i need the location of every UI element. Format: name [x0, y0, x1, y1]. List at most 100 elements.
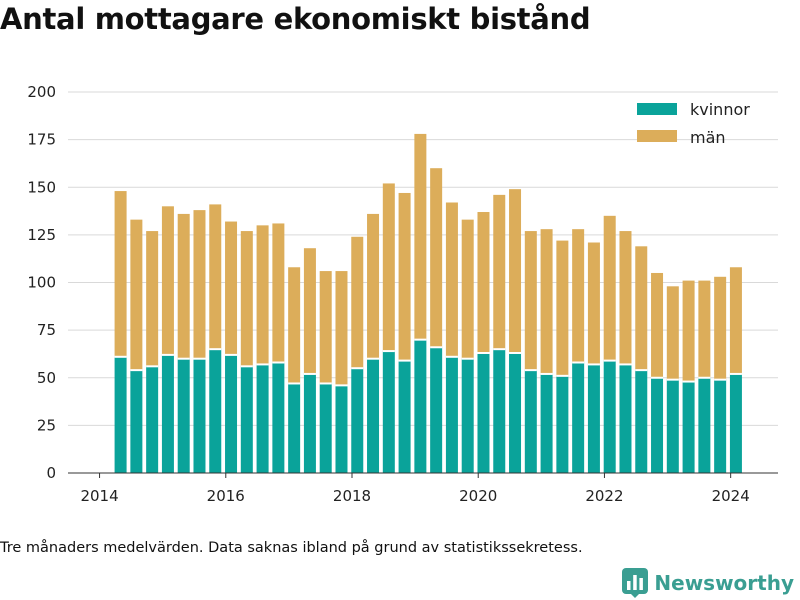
- bar-kvinnor: [114, 356, 127, 473]
- y-tick-label: 50: [37, 369, 56, 387]
- bar-man: [351, 236, 364, 369]
- footnote: Tre månaders medelvärden. Data saknas ib…: [0, 540, 583, 556]
- bar-kvinnor: [240, 366, 253, 473]
- y-tick-label: 100: [27, 274, 56, 292]
- bar-man: [714, 276, 727, 380]
- bar-man: [461, 219, 474, 359]
- brand-logo[interactable]: Newsworthy: [622, 568, 794, 598]
- bar-man: [225, 221, 238, 355]
- bar-man: [587, 242, 600, 365]
- bar-man: [303, 248, 316, 374]
- x-tick-label: 2016: [207, 487, 245, 505]
- bar-man: [509, 189, 522, 353]
- bar-kvinnor: [461, 358, 474, 473]
- bar-kvinnor: [130, 370, 143, 473]
- bar-man: [729, 267, 742, 374]
- bar-man: [430, 168, 443, 348]
- bar-kvinnor: [382, 351, 395, 473]
- bar-man: [603, 215, 616, 361]
- bar-man: [572, 229, 585, 363]
- bar-kvinnor: [367, 358, 380, 473]
- bar-kvinnor: [714, 379, 727, 473]
- bar-man: [256, 225, 269, 365]
- bar-kvinnor: [256, 364, 269, 473]
- legend: kvinnor män: [637, 100, 750, 147]
- bar-kvinnor: [430, 347, 443, 473]
- bar-man: [619, 231, 632, 365]
- y-tick-label: 75: [37, 321, 56, 339]
- bar-kvinnor: [335, 385, 348, 473]
- y-tick-label: 150: [27, 178, 56, 196]
- bar-man: [209, 204, 222, 350]
- legend-swatch-kvinnor: [637, 103, 677, 115]
- x-tick-label: 2014: [80, 487, 118, 505]
- bar-kvinnor: [635, 370, 648, 473]
- bar-kvinnor: [303, 373, 316, 473]
- x-tick-label: 2022: [585, 487, 623, 505]
- bar-kvinnor: [556, 375, 569, 473]
- bar-man: [193, 210, 206, 359]
- bar-kvinnor: [225, 354, 238, 473]
- bar-kvinnor: [414, 339, 427, 473]
- bar-kvinnor: [445, 356, 458, 473]
- y-tick-label: 125: [27, 226, 56, 244]
- bar-kvinnor: [209, 349, 222, 473]
- y-tick-label: 25: [37, 416, 56, 434]
- y-axis-ticks: 0 25 50 75 100 125 150 175 200: [27, 83, 56, 482]
- bar-kvinnor: [319, 383, 332, 473]
- bar-kvinnor: [682, 381, 695, 473]
- x-tick-label: 2020: [459, 487, 497, 505]
- bar-kvinnor: [146, 366, 159, 473]
- brand-name: Newsworthy: [654, 571, 794, 595]
- bar-man: [161, 206, 174, 355]
- y-tick-label: 175: [27, 131, 56, 149]
- bar-kvinnor: [509, 352, 522, 473]
- bar-kvinnor: [540, 373, 553, 473]
- x-tick-label: 2024: [712, 487, 750, 505]
- x-axis-ticks: 2014 2016 2018 2020 2022 2024: [80, 473, 750, 505]
- bar-man: [635, 246, 648, 371]
- bar-man: [272, 223, 285, 363]
- bar-man: [445, 202, 458, 357]
- bar-kvinnor: [351, 368, 364, 473]
- bar-man: [556, 240, 569, 376]
- bar-kvinnor: [698, 377, 711, 473]
- bar-kvinnor: [651, 377, 664, 473]
- legend-label-man: män: [690, 128, 726, 147]
- bar-man: [319, 271, 332, 384]
- bar-man: [367, 213, 380, 359]
- bar-kvinnor: [619, 364, 632, 473]
- bar-kvinnor: [398, 360, 411, 473]
- bar-man: [666, 286, 679, 380]
- bar-man: [240, 231, 253, 367]
- bar-kvinnor: [177, 358, 190, 473]
- bar-man: [288, 267, 301, 384]
- y-tick-label: 200: [27, 83, 56, 101]
- legend-label-kvinnor: kvinnor: [690, 100, 750, 119]
- bar-man: [382, 183, 395, 352]
- bar-kvinnor: [524, 370, 537, 473]
- bar-kvinnor: [603, 360, 616, 473]
- bar-kvinnor: [193, 358, 206, 473]
- bar-kvinnor: [572, 362, 585, 473]
- bar-man: [114, 191, 127, 357]
- bar-kvinnor: [272, 362, 285, 473]
- bar-man: [493, 194, 506, 350]
- bar-kvinnor: [493, 349, 506, 473]
- bar-man: [682, 280, 695, 382]
- bar-man: [524, 231, 537, 371]
- bar-man: [698, 280, 711, 378]
- bar-man: [398, 192, 411, 361]
- bar-man: [414, 133, 427, 340]
- bar-man: [651, 272, 664, 378]
- legend-swatch-man: [637, 130, 677, 142]
- bar-kvinnor: [666, 379, 679, 473]
- bar-kvinnor: [729, 373, 742, 473]
- bars: [114, 133, 742, 473]
- y-tick-label: 0: [46, 464, 56, 482]
- bar-man: [540, 229, 553, 374]
- bar-kvinnor: [161, 354, 174, 473]
- bar-man: [335, 271, 348, 386]
- bar-man: [130, 219, 143, 371]
- bar-man: [177, 213, 190, 359]
